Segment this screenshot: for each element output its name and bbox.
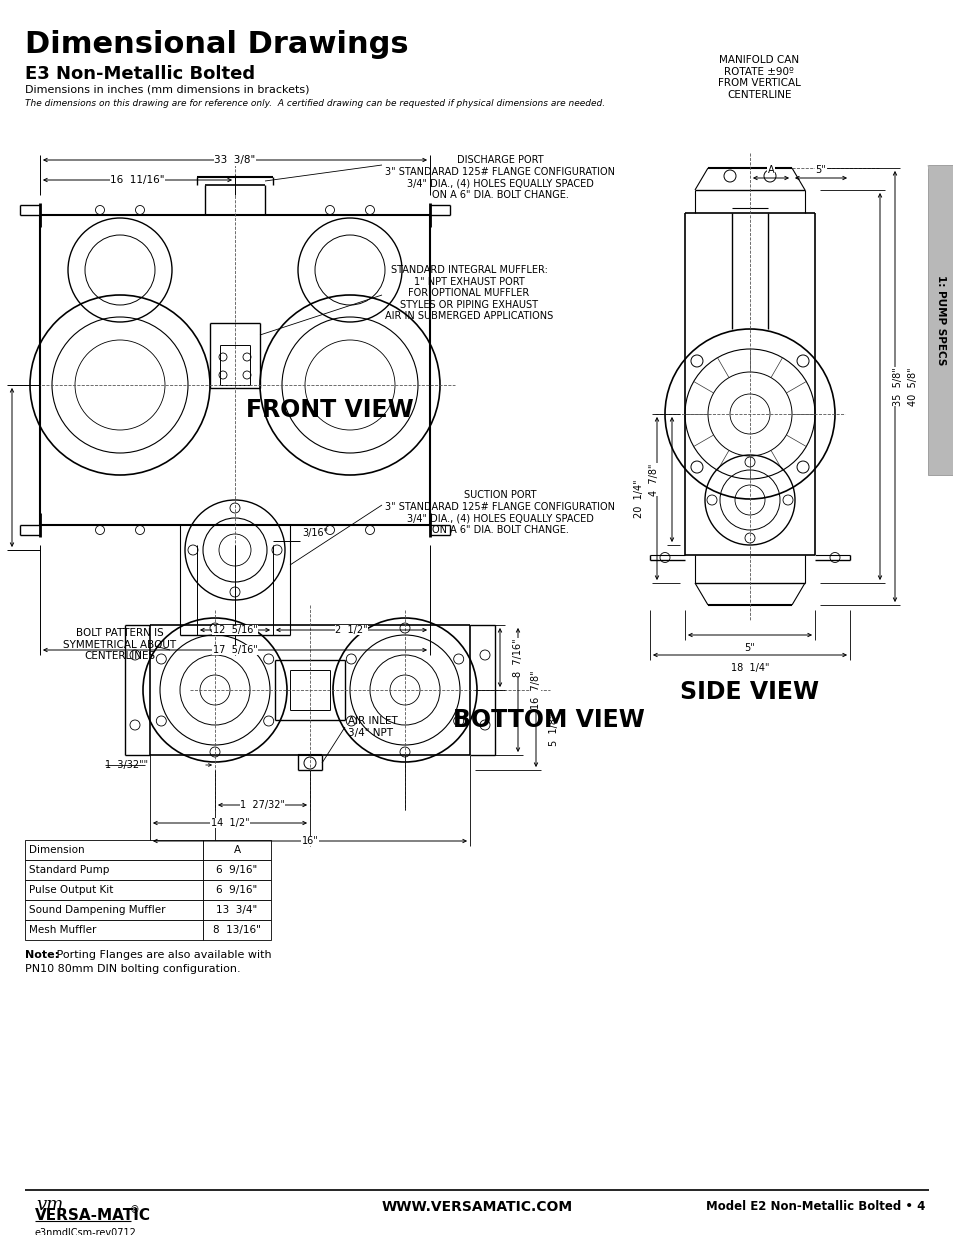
Text: 5": 5" xyxy=(815,165,825,175)
Text: 8  7/16": 8 7/16" xyxy=(513,638,522,677)
Text: BOTTOM VIEW: BOTTOM VIEW xyxy=(453,708,644,732)
Text: PN10 80mm DIN bolting configuration.: PN10 80mm DIN bolting configuration. xyxy=(25,965,240,974)
Text: E3 Non-Metallic Bolted: E3 Non-Metallic Bolted xyxy=(25,65,254,83)
Text: 35  5/8": 35 5/8" xyxy=(892,367,902,406)
Text: SIDE VIEW: SIDE VIEW xyxy=(679,680,819,704)
Bar xyxy=(25,900,203,920)
Text: 4  7/8": 4 7/8" xyxy=(648,463,659,495)
Text: 1  3/32"": 1 3/32"" xyxy=(105,760,148,769)
Bar xyxy=(25,840,203,860)
Text: 33  3/8": 33 3/8" xyxy=(214,156,255,165)
Text: BOLT PATTERN IS
SYMMETRICAL ABOUT
CENTERLINES: BOLT PATTERN IS SYMMETRICAL ABOUT CENTER… xyxy=(63,629,176,661)
Text: SUCTION PORT
3" STANDARAD 125# FLANGE CONFIGURATION
3/4" DIA., (4) HOLES EQUALLY: SUCTION PORT 3" STANDARAD 125# FLANGE CO… xyxy=(385,490,615,535)
Text: A: A xyxy=(233,845,240,855)
Text: Dimension: Dimension xyxy=(29,845,85,855)
Text: e3nmdlCsm-rev0712: e3nmdlCsm-rev0712 xyxy=(35,1228,136,1235)
Text: DISCHARGE PORT
3" STANDARAD 125# FLANGE CONFIGURATION
3/4" DIA., (4) HOLES EQUAL: DISCHARGE PORT 3" STANDARAD 125# FLANGE … xyxy=(385,156,615,200)
Text: 16  11/16": 16 11/16" xyxy=(111,175,165,185)
Text: Note:: Note: xyxy=(25,950,59,960)
Text: The dimensions on this drawing are for reference only.  A certified drawing can : The dimensions on this drawing are for r… xyxy=(25,99,604,107)
Text: 40  5/8": 40 5/8" xyxy=(907,367,917,406)
Text: Standard Pump: Standard Pump xyxy=(29,864,110,876)
Text: 2  1/2": 2 1/2" xyxy=(335,625,368,635)
Text: 5": 5" xyxy=(744,643,755,653)
Text: 20  1/4": 20 1/4" xyxy=(634,479,643,517)
Bar xyxy=(203,881,271,900)
Text: STANDARD INTEGRAL MUFFLER:
1" NPT EXHAUST PORT
FOR OPTIONAL MUFFLER
STYLES OR PI: STANDARD INTEGRAL MUFFLER: 1" NPT EXHAUS… xyxy=(385,266,553,321)
Text: VERSA-MATIC: VERSA-MATIC xyxy=(35,1208,151,1223)
Text: FRONT VIEW: FRONT VIEW xyxy=(246,398,414,422)
Bar xyxy=(203,840,271,860)
Text: 17  5/16": 17 5/16" xyxy=(213,645,257,655)
Bar xyxy=(203,860,271,881)
Text: 1: PUMP SPECS: 1: PUMP SPECS xyxy=(935,275,945,366)
Text: ®: ® xyxy=(130,1205,139,1215)
Text: A: A xyxy=(767,165,774,175)
Text: 8  13/16": 8 13/16" xyxy=(213,925,261,935)
Bar xyxy=(203,920,271,940)
Text: Dimensional Drawings: Dimensional Drawings xyxy=(25,30,408,59)
Text: 13  3/4": 13 3/4" xyxy=(216,905,257,915)
Text: Mesh Muffler: Mesh Muffler xyxy=(29,925,96,935)
Text: AIR INLET
3/4" NPT: AIR INLET 3/4" NPT xyxy=(348,716,397,737)
Text: 12  5/16": 12 5/16" xyxy=(213,625,257,635)
Bar xyxy=(203,900,271,920)
Text: Model E2 Non-Metallic Bolted • 4: Model E2 Non-Metallic Bolted • 4 xyxy=(705,1200,924,1214)
Text: Dimensions in inches (mm dimensions in brackets): Dimensions in inches (mm dimensions in b… xyxy=(25,85,309,95)
Text: 18  1/4": 18 1/4" xyxy=(730,663,768,673)
Text: 6  9/16": 6 9/16" xyxy=(216,885,257,895)
Text: 16": 16" xyxy=(301,836,318,846)
Text: 1  27/32": 1 27/32" xyxy=(240,800,285,810)
Bar xyxy=(25,920,203,940)
Bar xyxy=(25,881,203,900)
Bar xyxy=(25,860,203,881)
Bar xyxy=(927,165,953,475)
Text: 14  1/2": 14 1/2" xyxy=(211,818,249,827)
Text: 16  7/8": 16 7/8" xyxy=(531,671,540,709)
Text: 5  1/8": 5 1/8" xyxy=(548,714,558,746)
Text: Pulse Output Kit: Pulse Output Kit xyxy=(29,885,113,895)
Text: WWW.VERSAMATIC.COM: WWW.VERSAMATIC.COM xyxy=(381,1200,572,1214)
Text: Porting Flanges are also available with: Porting Flanges are also available with xyxy=(53,950,272,960)
Text: 3/16": 3/16" xyxy=(302,529,328,538)
Text: MANIFOLD CAN
ROTATE ±90º
FROM VERTICAL
CENTERLINE: MANIFOLD CAN ROTATE ±90º FROM VERTICAL C… xyxy=(718,56,800,100)
Text: vm: vm xyxy=(36,1195,64,1214)
Text: Sound Dampening Muffler: Sound Dampening Muffler xyxy=(29,905,165,915)
Text: 6  9/16": 6 9/16" xyxy=(216,864,257,876)
